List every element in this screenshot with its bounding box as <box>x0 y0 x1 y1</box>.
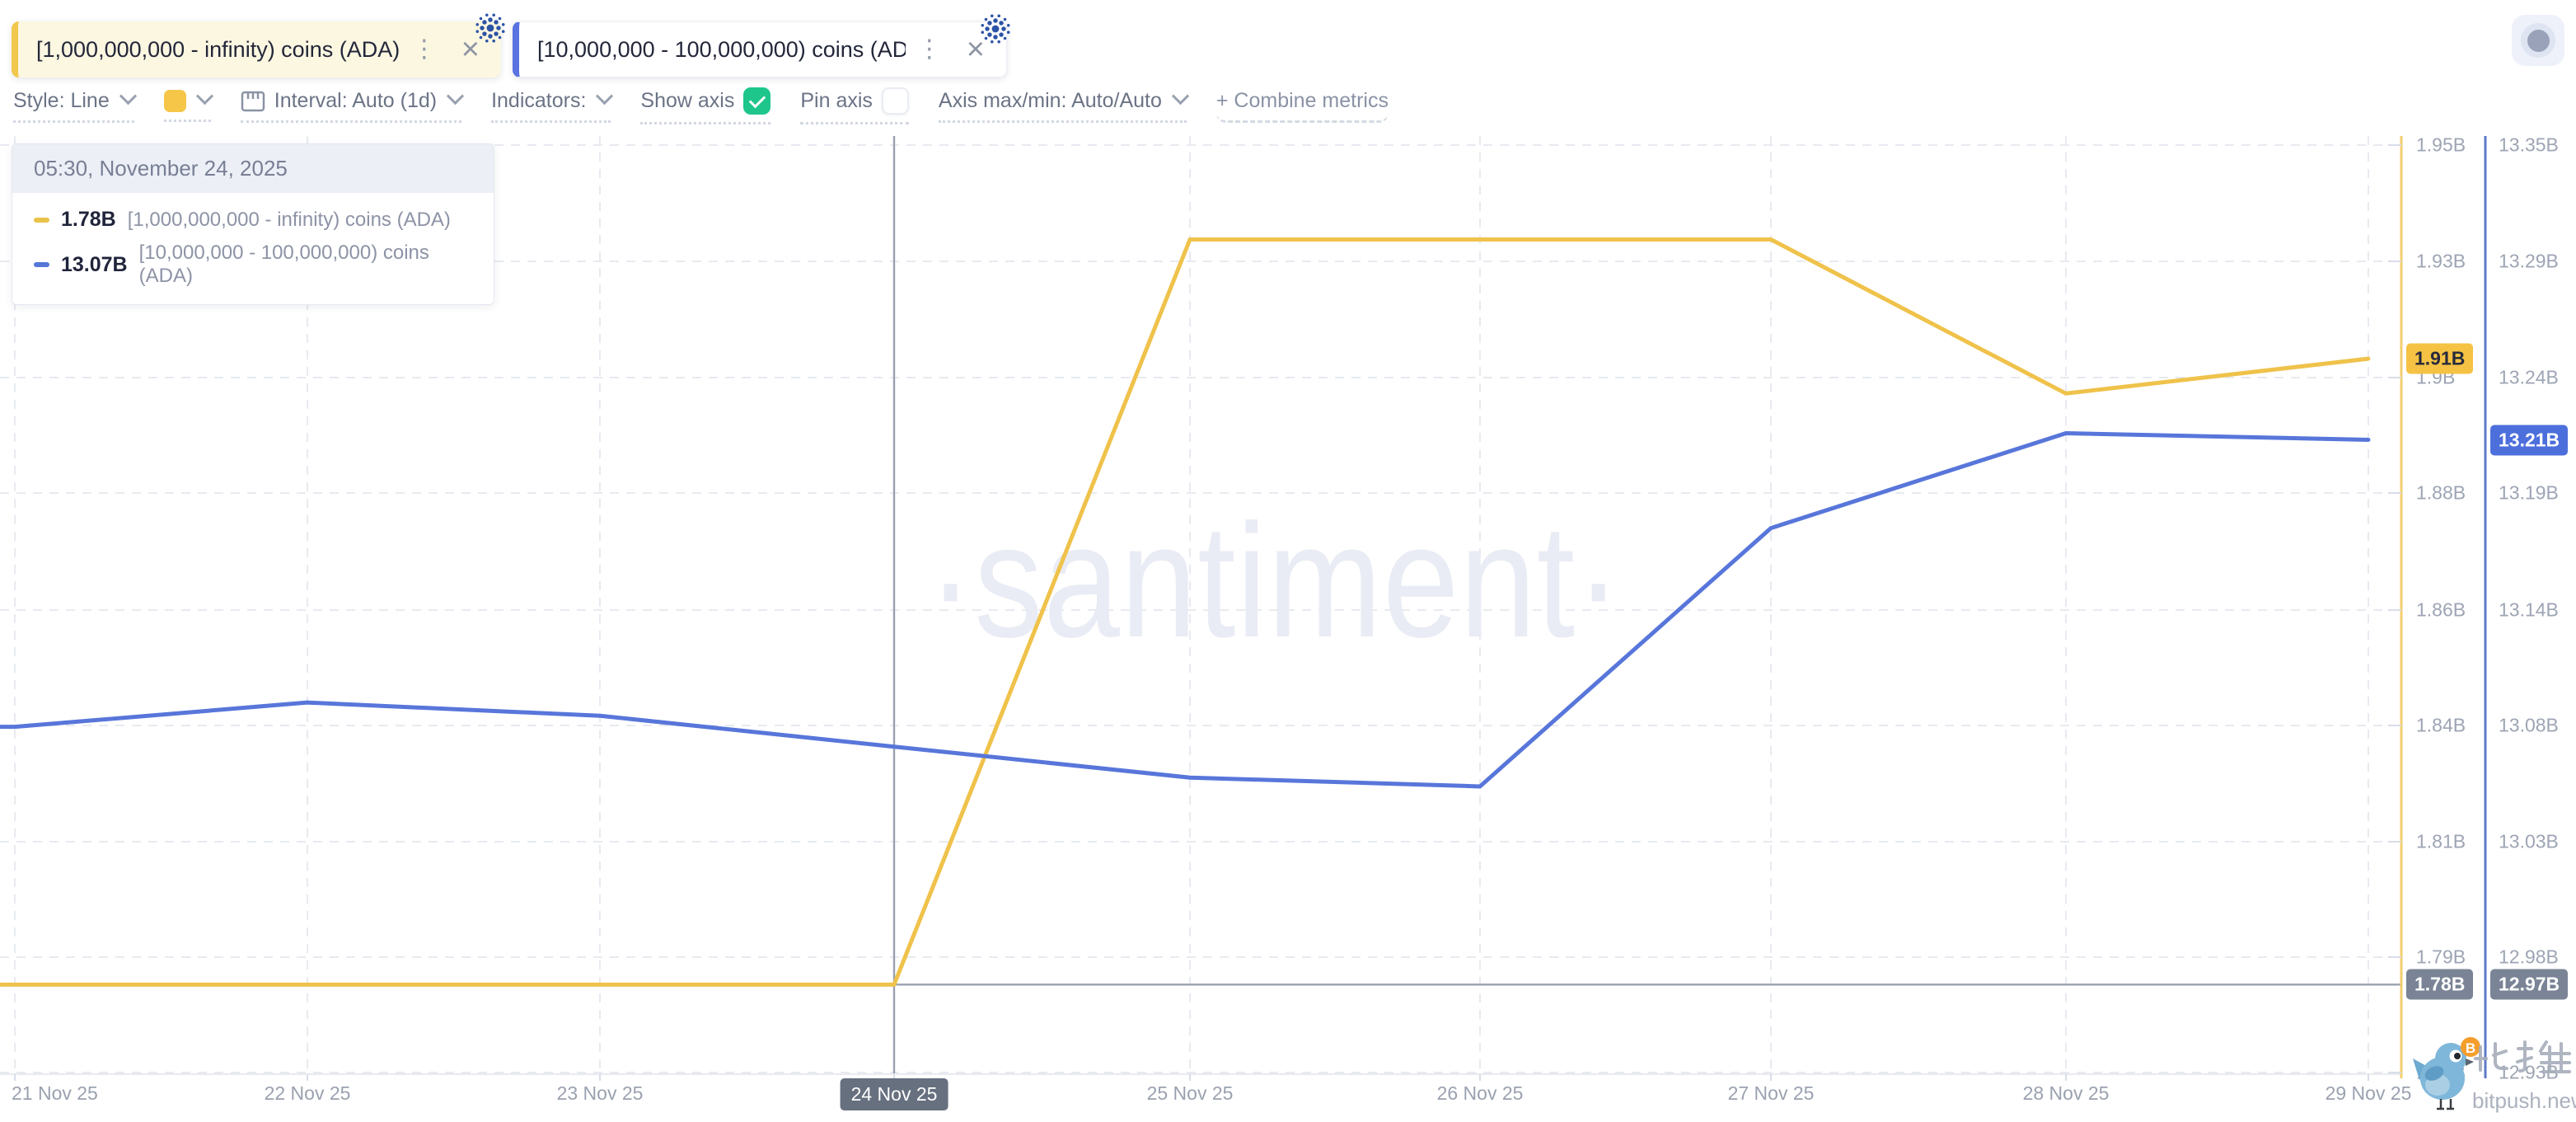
axis-maxmin-selector[interactable]: Axis max/min: Auto/Auto <box>938 87 1189 123</box>
y-axis-tick-label-blue: 13.14B <box>2499 599 2559 621</box>
tab-close-icon[interactable]: × <box>461 32 480 67</box>
pin-axis-label: Pin axis <box>800 89 873 112</box>
show-axis-label: Show axis <box>640 89 735 112</box>
interval-ruler-icon <box>241 91 265 111</box>
tooltip-value: 13.07B <box>61 252 128 276</box>
pin-axis-checkbox[interactable] <box>881 87 909 115</box>
x-axis-tick-label: 22 Nov 25 <box>264 1082 351 1104</box>
tab-options-icon[interactable]: ⋮ <box>916 35 942 63</box>
x-axis-tick-label: 27 Nov 25 <box>1727 1082 1815 1104</box>
cardano-logo-icon <box>475 13 505 43</box>
y-axis-tick-label-blue: 13.03B <box>2499 830 2559 852</box>
color-swatch[interactable] <box>163 90 186 112</box>
metric-tab-label: [10,000,000 - 100,000,000) coins (ADA) <box>537 36 906 62</box>
svg-text:·santiment·: ·santiment· <box>928 490 1623 671</box>
metric-tab-large-holders[interactable]: [1,000,000,000 - infinity) coins (ADA) ⋮… <box>12 13 505 77</box>
last-value-badge-blue: 13.21B <box>2490 425 2569 455</box>
x-axis-tick-label: 29 Nov 25 <box>2325 1082 2412 1104</box>
tooltip-metric-name: [1,000,000,000 - infinity) coins (ADA) <box>127 208 451 231</box>
y-axis-tick-label-blue: 12.98B <box>2499 946 2559 968</box>
style-label: Style: Line <box>13 89 110 112</box>
y-axis-tick-label-blue: 13.24B <box>2499 366 2559 388</box>
chart-tooltip: 05:30, November 24, 2025 1.78B [1,000,00… <box>12 143 494 305</box>
crosshair-value-badge-blue: 12.97B <box>2490 969 2569 1000</box>
show-axis-toggle[interactable]: Show axis <box>640 87 771 124</box>
tooltip-datetime: 05:30, November 24, 2025 <box>12 144 494 193</box>
y-axis-tick-label-yellow: 1.88B <box>2416 481 2466 504</box>
combine-metrics-button[interactable]: + Combine metrics <box>1215 89 1389 123</box>
series-color-dash <box>34 217 49 223</box>
bitpush-cn-glyphs <box>2474 1040 2571 1073</box>
interval-selector[interactable]: Interval: Auto (1d) <box>240 87 465 123</box>
series-color-dash <box>34 262 49 267</box>
metric-tab-label: [1,000,000,000 - infinity) coins (ADA) <box>36 36 400 62</box>
settings-ring-icon <box>2521 23 2555 58</box>
last-value-badge-yellow: 1.91B <box>2406 343 2474 374</box>
tooltip-row: 13.07B [10,000,000 - 100,000,000) coins … <box>34 242 472 288</box>
chart-toolbar: Style: Line Interval: Auto (1d) Indicato… <box>13 87 1389 124</box>
pin-axis-toggle[interactable]: Pin axis <box>800 87 909 124</box>
combine-metrics-label: + Combine metrics <box>1215 89 1389 112</box>
y-axis-tick-label-yellow: 1.84B <box>2416 714 2466 736</box>
x-axis-tick-label: 21 Nov 25 <box>12 1082 98 1104</box>
x-axis-tick-label: 23 Nov 25 <box>556 1082 644 1104</box>
indicators-label: Indicators: <box>491 89 587 112</box>
x-axis-tick-label: 28 Nov 25 <box>2022 1082 2110 1104</box>
y-axis-tick-label-blue: 13.29B <box>2499 250 2559 272</box>
bitpush-watermark: B bitpush.news <box>2408 1035 2576 1118</box>
y-axis-tick-label-blue: 13.08B <box>2499 714 2559 736</box>
y-axis-tick-label-blue: 13.19B <box>2499 481 2559 504</box>
style-selector[interactable]: Style: Line <box>13 87 137 123</box>
bitpush-site-label: bitpush.news <box>2472 1088 2576 1113</box>
y-axis-tick-label-yellow: 1.81B <box>2416 830 2466 852</box>
interval-label: Interval: Auto (1d) <box>274 89 438 112</box>
chart-settings-button[interactable] <box>2512 15 2564 66</box>
tooltip-row: 1.78B [1,000,000,000 - infinity) coins (… <box>34 208 472 232</box>
show-axis-checkbox[interactable] <box>743 87 771 115</box>
x-axis-tick-label: 25 Nov 25 <box>1146 1082 1234 1104</box>
x-axis-crosshair-date-badge: 24 Nov 25 <box>840 1078 948 1110</box>
tooltip-metric-name: [10,000,000 - 100,000,000) coins (ADA) <box>138 242 429 287</box>
y-axis-tick-label-yellow: 1.86B <box>2416 599 2466 621</box>
y-axis-tick-label-yellow: 1.95B <box>2416 134 2466 156</box>
indicators-selector[interactable]: Indicators: <box>491 87 614 123</box>
bitpush-bird-icon: B <box>2413 1037 2571 1110</box>
tab-options-icon[interactable]: ⋮ <box>411 35 437 63</box>
x-axis-tick-label: 26 Nov 25 <box>1436 1082 1524 1104</box>
tooltip-value: 1.78B <box>61 208 116 231</box>
crosshair-value-badge-yellow: 1.78B <box>2406 969 2474 1000</box>
y-axis-tick-label-yellow: 1.93B <box>2416 250 2466 272</box>
metric-tab-mid-holders[interactable]: [10,000,000 - 100,000,000) coins (ADA) ⋮… <box>513 14 1010 77</box>
bitcoin-coin-icon: B <box>2461 1037 2480 1057</box>
y-axis-tick-label-yellow: 1.79B <box>2416 946 2466 968</box>
cardano-logo-icon <box>981 14 1010 44</box>
y-axis-tick-label-blue: 13.35B <box>2499 134 2559 156</box>
svg-text:B: B <box>2466 1040 2475 1056</box>
series-color-selector[interactable] <box>163 87 213 122</box>
tab-close-icon[interactable]: × <box>966 32 985 67</box>
axis-maxmin-label: Axis max/min: Auto/Auto <box>938 89 1162 112</box>
